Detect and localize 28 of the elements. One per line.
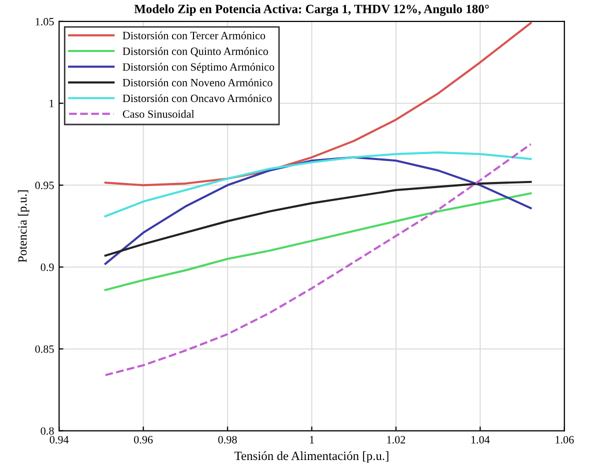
y-axis-title: Potencia [p.u.] [18, 190, 30, 262]
chart-title: Modelo Zip en Potencia Activa: Carga 1, THDV 12%, Angulo 180° [134, 4, 489, 16]
y-tick-label: 0.85 [35, 345, 54, 353]
line-series [104, 151, 532, 218]
y-tick-label: 1.05 [36, 18, 54, 26]
line-series [104, 192, 532, 292]
legend-label: Distorsión con Séptimo Armónico [122, 62, 274, 73]
x-tick-label: 0.96 [134, 436, 153, 444]
line-series [104, 156, 532, 265]
x-tick-label: 0.94 [50, 436, 69, 444]
x-tick-label: 0.98 [218, 436, 237, 444]
legend-label: Distorsión con Tercer Armónico [122, 31, 266, 40]
line-series [104, 143, 532, 376]
line-series [104, 180, 532, 257]
line-series [104, 22, 532, 186]
x-tick-label: 1 [310, 436, 314, 444]
y-tick-label: 0.9 [40, 264, 54, 272]
x-tick-label: 1.06 [556, 436, 574, 444]
y-tick-label: 1 [50, 100, 54, 108]
legend-label: Distorsión con Noveno Armónico [122, 78, 272, 86]
y-tick-label: 0.95 [35, 182, 54, 190]
y-tick-label: 0.8 [40, 427, 54, 435]
x-tick-label: 1.02 [387, 436, 406, 444]
x-tick-label: 1.04 [471, 436, 490, 444]
legend-label: Distorsión con Oncavo Armónico [122, 94, 272, 102]
legend-label: Caso Sinusoidal [122, 110, 194, 118]
x-axis-title: Tensión de Alimentación [p.u.] [234, 451, 388, 463]
legend-label: Distorsión con Quinto Armónico [122, 47, 268, 57]
